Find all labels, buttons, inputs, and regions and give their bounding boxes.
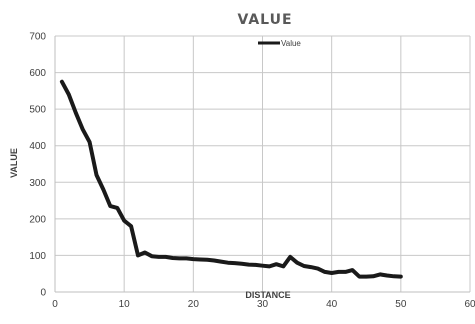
x-tick-label: 20 — [188, 299, 200, 310]
data-point — [309, 265, 313, 269]
x-tick-label: 10 — [119, 299, 131, 310]
data-point — [281, 264, 285, 268]
data-point — [122, 219, 126, 223]
data-point — [108, 204, 112, 208]
data-point — [191, 257, 195, 261]
data-point — [350, 268, 354, 272]
legend: Value — [258, 39, 301, 48]
data-point — [88, 140, 92, 144]
data-point — [267, 264, 271, 268]
data-point — [150, 254, 154, 258]
y-tick-label: 200 — [29, 214, 46, 225]
data-point — [357, 275, 361, 279]
data-point — [178, 256, 181, 260]
data-point — [240, 262, 244, 266]
data-point — [81, 127, 85, 131]
data-point — [184, 256, 188, 260]
legend-label: Value — [281, 39, 301, 48]
data-point — [136, 253, 140, 257]
tick-labels: 0 100 200 300 400 500 600 700 0 10 20 30 40 50 60 — [29, 32, 475, 311]
data-point — [316, 267, 320, 271]
data-point — [212, 259, 216, 262]
y-tick-label: 500 — [29, 105, 46, 116]
y-tick-label: 0 — [40, 288, 46, 299]
data-point — [247, 263, 251, 267]
data-point — [330, 271, 334, 275]
y-tick-label: 600 — [29, 68, 46, 79]
x-tick-label: 0 — [52, 299, 58, 310]
data-point — [67, 93, 71, 96]
data-point — [198, 258, 202, 261]
data-point — [164, 255, 168, 259]
data-point — [392, 274, 396, 278]
y-axis-title: VALUE — [9, 148, 19, 178]
data-point — [378, 272, 382, 276]
y-tick-label: 300 — [29, 178, 46, 189]
grid-lines — [54, 35, 471, 293]
data-point — [95, 173, 98, 177]
axes — [54, 36, 470, 293]
chart-title: VALUE — [237, 12, 292, 28]
x-tick-label: 60 — [464, 299, 475, 310]
data-point — [60, 80, 64, 84]
data-point — [157, 255, 161, 259]
y-tick-label: 700 — [29, 32, 46, 43]
series-line-value — [59, 79, 403, 279]
data-point — [143, 251, 147, 254]
data-point — [219, 260, 223, 264]
data-point — [129, 224, 133, 228]
series-group — [59, 79, 403, 279]
data-point — [254, 263, 258, 267]
x-tick-label: 30 — [257, 299, 269, 310]
data-point — [274, 262, 278, 266]
data-point — [226, 261, 230, 265]
data-point — [302, 264, 306, 268]
x-axis-title: DISTANCE — [245, 290, 290, 300]
data-point — [101, 188, 105, 192]
data-point — [344, 270, 347, 274]
data-point — [233, 261, 237, 265]
data-point — [205, 258, 209, 262]
data-point — [288, 255, 292, 259]
x-tick-label: 40 — [326, 299, 338, 310]
data-point — [399, 275, 403, 279]
x-tick-label: 50 — [395, 299, 407, 310]
data-point — [323, 270, 327, 274]
data-point — [371, 274, 375, 278]
data-point — [295, 261, 299, 265]
data-point — [385, 274, 389, 277]
data-point — [171, 256, 175, 260]
data-point — [115, 206, 119, 210]
data-point — [337, 270, 341, 274]
data-point — [74, 111, 78, 115]
data-point — [261, 264, 264, 268]
data-point — [364, 275, 368, 279]
y-tick-label: 400 — [29, 141, 46, 152]
y-tick-label: 100 — [29, 251, 46, 262]
